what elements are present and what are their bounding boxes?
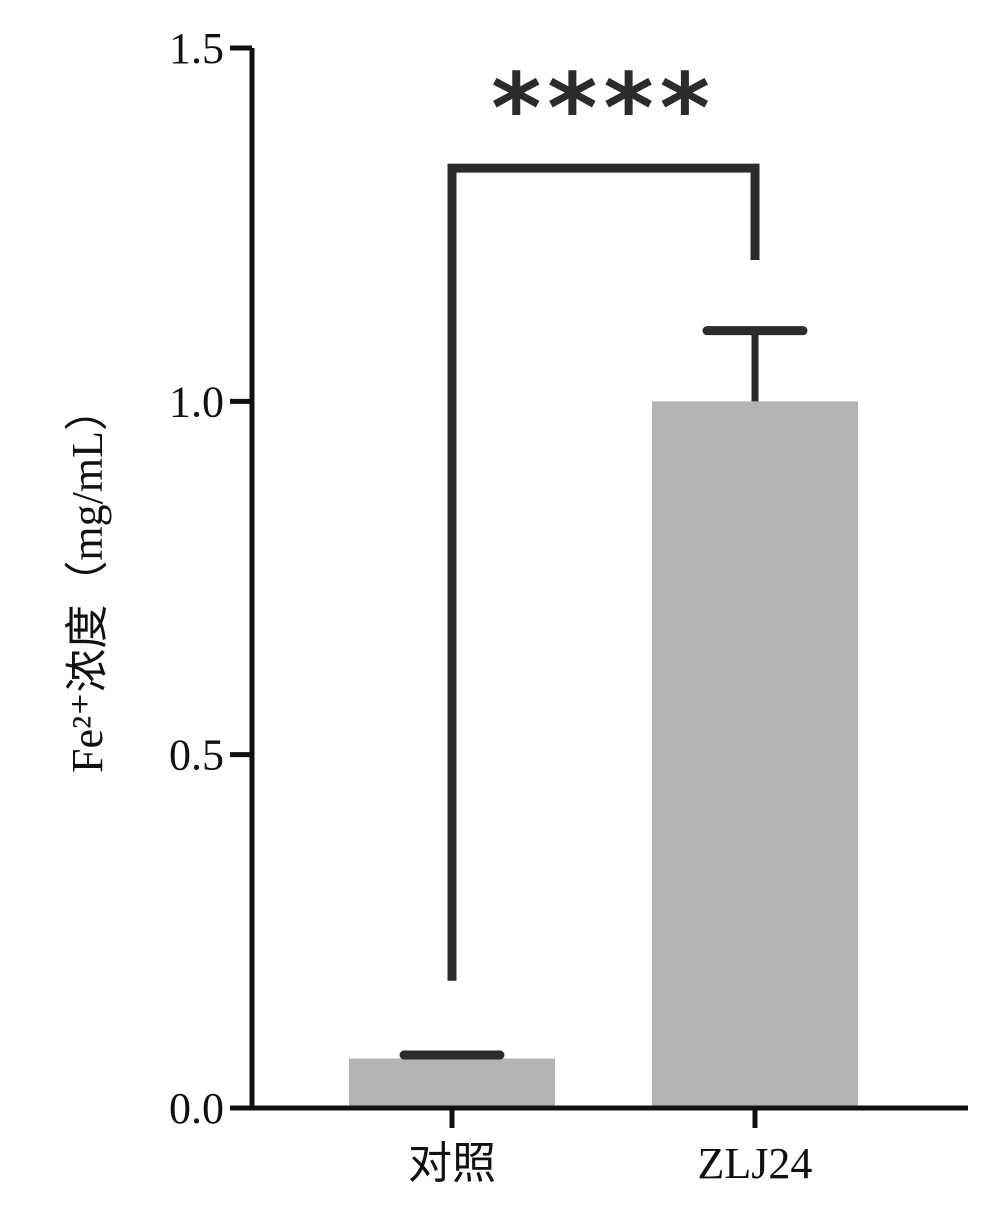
- axes-group: [249, 48, 968, 1111]
- y-tick-label: 0.0: [169, 1084, 224, 1133]
- x-ticks-group: 对照 ZLJ24: [408, 1108, 812, 1188]
- significance-group: ****: [447, 53, 760, 981]
- y-tick-label: 0.5: [169, 731, 224, 780]
- error-bars-group: [399, 326, 808, 1060]
- y-tick-label: 1.5: [169, 24, 224, 73]
- x-tick-label: 对照: [408, 1139, 496, 1188]
- y-axis-label: Fe²⁺浓度（mg/mL）: [63, 387, 112, 773]
- bar-control: [349, 1058, 555, 1108]
- y-tick-label: 1.0: [169, 377, 224, 426]
- significance-bracket: [447, 163, 760, 981]
- x-tick-label: ZLJ24: [698, 1139, 813, 1188]
- significance-label: ****: [491, 53, 716, 165]
- y-ticks-group: 0.0 0.5 1.0 1.5: [169, 24, 252, 1133]
- bars-group: [349, 401, 858, 1108]
- bar-zlj24: [652, 401, 858, 1108]
